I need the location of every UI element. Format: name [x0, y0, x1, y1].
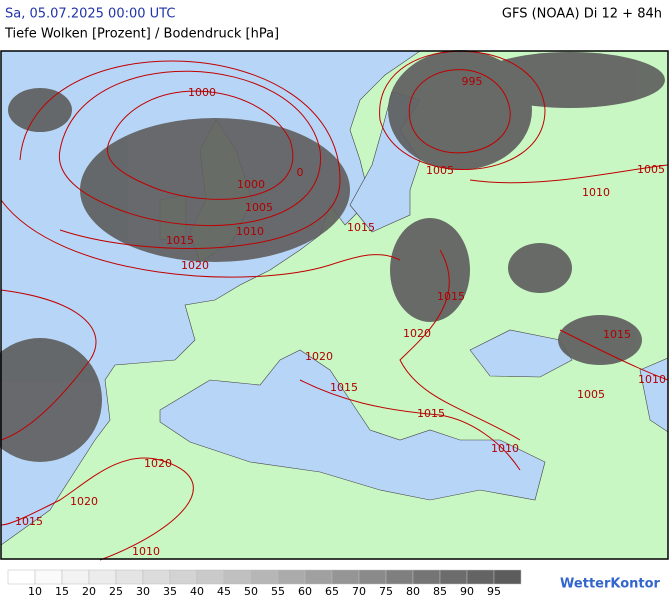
legend-swatch	[7, 569, 36, 585]
isobar	[107, 90, 294, 200]
isobar-label: 1005	[245, 201, 273, 214]
isobar-label: 1015	[330, 381, 358, 394]
legend-swatch	[115, 569, 144, 585]
legend-swatch	[61, 569, 90, 585]
cloud	[508, 243, 572, 293]
legend-label: 10	[28, 585, 42, 598]
legend-label: 55	[271, 585, 285, 598]
isobar-label: 1020	[403, 327, 431, 340]
isobar-label: 1015	[603, 328, 631, 341]
legend-label: 85	[433, 585, 447, 598]
isobar	[299, 379, 521, 471]
isobar-label: 1020	[181, 259, 209, 272]
legend-label: 90	[460, 585, 474, 598]
legend-label: 45	[217, 585, 231, 598]
isobar	[0, 199, 401, 278]
isobars	[0, 50, 669, 561]
legend-swatch	[358, 569, 387, 585]
legend-swatch	[277, 569, 306, 585]
legend-swatch	[412, 569, 441, 585]
legend-label: 20	[82, 585, 96, 598]
legend-swatch	[88, 569, 117, 585]
isobar-label: 1015	[15, 515, 43, 528]
isobar	[379, 50, 546, 170]
isobar-label: 1010	[582, 186, 610, 199]
legend-swatch	[304, 569, 333, 585]
cloud	[558, 315, 642, 365]
isobar	[559, 329, 669, 381]
legend-label: 65	[325, 585, 339, 598]
isobar	[469, 164, 669, 184]
map-frame	[0, 50, 669, 560]
legend-label: 95	[487, 585, 501, 598]
isobar-label: 1005	[577, 388, 605, 401]
isobar-label: 1000	[188, 86, 216, 99]
legend-label: 50	[244, 585, 258, 598]
isobar	[0, 457, 194, 561]
legend-label: 40	[190, 585, 204, 598]
legend: 10 15 20 25 30 35 40 45 50 55 60 65 70 75 80 85 90 95	[7, 569, 522, 598]
isobar-label: 1005	[426, 164, 454, 177]
legend-swatch	[439, 569, 468, 585]
legend-label: 80	[406, 585, 420, 598]
isobar-label: 1010	[638, 373, 666, 386]
legend-swatch	[466, 569, 495, 585]
isobar-label: 1020	[70, 495, 98, 508]
isobar	[399, 249, 521, 441]
isobar-label: 1010	[132, 545, 160, 558]
model-run: GFS (NOAA) Di 12 + 84h	[502, 7, 662, 22]
legend-label: 30	[136, 585, 150, 598]
isobar-label: 1015	[417, 407, 445, 420]
legend-label: 15	[55, 585, 69, 598]
map: 1000 995 0 1000 1005 1010 1015 1020 1005 1010 1005…	[0, 50, 669, 561]
logo: WetterKontor	[560, 577, 661, 592]
isobar-label: 1010	[236, 225, 264, 238]
datetime: Sa, 05.07.2025 00:00 UTC	[5, 7, 175, 22]
legend-swatch	[493, 569, 522, 585]
isobar	[0, 289, 97, 441]
isobar-label: 995	[462, 75, 483, 88]
legend-swatch	[196, 569, 225, 585]
cloud	[0, 338, 102, 462]
legend-label: 35	[163, 585, 177, 598]
legend-label: 75	[379, 585, 393, 598]
legend-label: 60	[298, 585, 312, 598]
isobar-label: 1005	[637, 163, 665, 176]
isobar-label: 1015	[437, 290, 465, 303]
legend-label: 70	[352, 585, 366, 598]
isobar-label: 1015	[347, 221, 375, 234]
legend-label: 25	[109, 585, 123, 598]
cloud	[390, 218, 470, 322]
clouds	[0, 50, 665, 462]
subtitle: Tiefe Wolken [Prozent] / Bodendruck [hPa…	[4, 27, 279, 42]
isobar	[19, 60, 341, 249]
cloud	[475, 52, 665, 108]
isobar	[58, 70, 321, 227]
isobar-label: 1010	[491, 442, 519, 455]
isobar-label: 1000	[237, 178, 265, 191]
isobar	[408, 69, 511, 154]
legend-swatch	[385, 569, 414, 585]
legend-swatch	[223, 569, 252, 585]
legend-swatch	[250, 569, 279, 585]
isobar-label: 1020	[144, 457, 172, 470]
mediterranean-sea	[159, 349, 546, 501]
isobar-label: 1015	[166, 234, 194, 247]
isobar-label: 0	[297, 166, 304, 179]
black-sea	[469, 329, 573, 378]
cloud	[80, 118, 350, 262]
legend-swatch	[142, 569, 171, 585]
legend-swatch	[169, 569, 198, 585]
legend-swatch	[34, 569, 63, 585]
land	[0, 50, 669, 560]
isobar-labels: 1000 995 0 1000 1005 1010 1015 1020 1005 1010 1005…	[15, 75, 666, 558]
legend-swatch	[331, 569, 360, 585]
isobar-label: 1020	[305, 350, 333, 363]
